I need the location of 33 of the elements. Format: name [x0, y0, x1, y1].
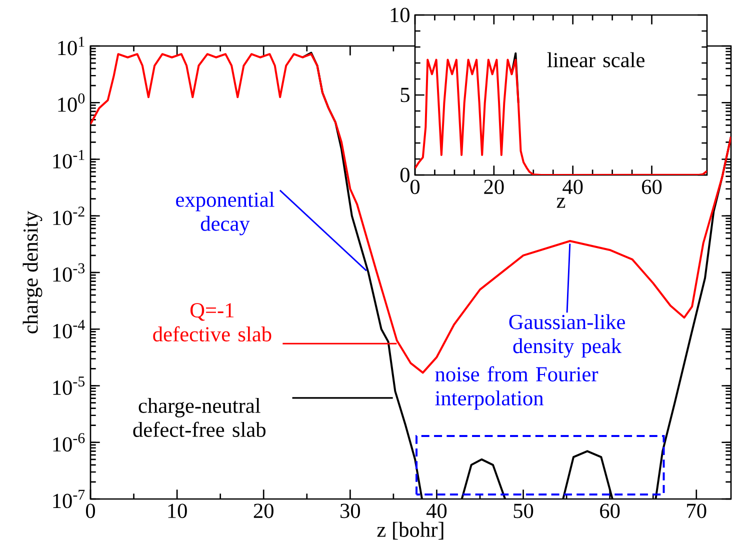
y-tick-label: 10$^{-4}$: [53, 320, 85, 338]
y-tick-label: 10$^{1}$: [58, 36, 84, 56]
x-tick-label: 60: [600, 504, 620, 518]
y-tick-label: 10$^{-2}$: [53, 206, 84, 226]
y-axis-title: charge density: [22, 210, 42, 334]
y-tick-label: 10$^{-6}$: [53, 433, 85, 452]
y-tick-label: 10$^{-5}$: [53, 376, 85, 395]
x-tick-label: 10: [168, 504, 187, 518]
annotation: linear scale: [547, 52, 644, 68]
y-tick-label: 0: [400, 168, 410, 182]
x-tick-label: 20: [484, 180, 504, 194]
x-tick-label: 70: [687, 504, 706, 518]
text: Q=-1 defective slab: [153, 303, 272, 342]
x-tick-label: 0: [86, 504, 96, 518]
x-tick-label: 60: [642, 180, 662, 194]
y-tick-label: 10: [390, 8, 410, 22]
x-tick-label: 20: [254, 504, 274, 518]
y-tick-label: 10$^{0}$: [58, 93, 85, 112]
x-tick-label: 40: [426, 504, 447, 518]
annotation: Gaussian-like density peak: [509, 314, 625, 358]
annotation: exponential decay: [176, 192, 274, 236]
x-tick-label: 50: [514, 504, 534, 518]
x-axis-title: z [bohr]: [377, 522, 444, 540]
x-tick-label: 30: [340, 504, 360, 518]
y-tick-label: 10$^{-1}$: [53, 150, 84, 168]
x-tick-label: 0: [410, 180, 420, 194]
y-tick-label: 10$^{-7}$: [53, 490, 85, 508]
x-tick-label: 40: [562, 180, 583, 194]
y-tick-label: 5: [400, 88, 410, 102]
legend-label: charge-neutral defect-free slab: [133, 398, 266, 437]
y-tick-label: 10$^{-3}$: [53, 263, 85, 282]
annotation: noise from Fourier interpolation: [435, 366, 598, 410]
x-axis-title: z: [556, 198, 566, 208]
